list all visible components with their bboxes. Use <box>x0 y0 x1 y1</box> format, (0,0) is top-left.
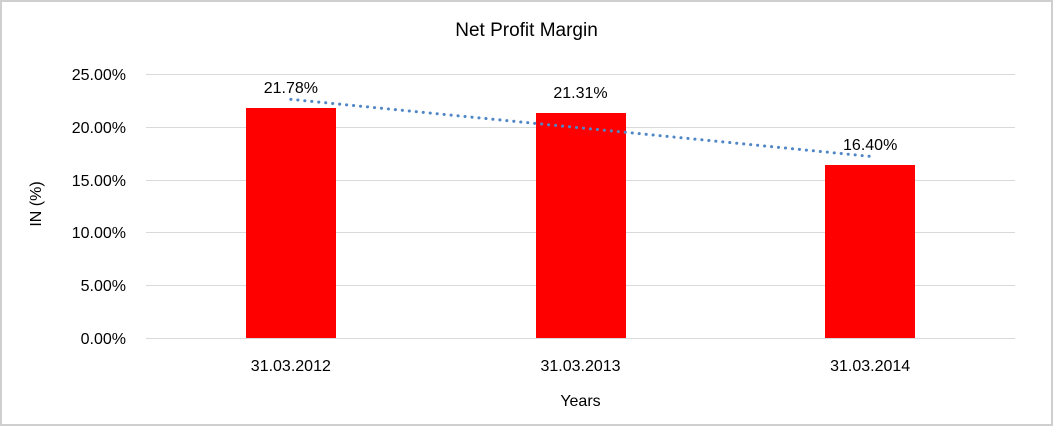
y-tick-label: 0.00% <box>80 331 126 348</box>
y-axis-title: IN (%) <box>28 181 45 227</box>
y-tick-label: 5.00% <box>80 278 126 296</box>
y-tick-label: 25.00% <box>71 67 126 84</box>
x-tick-label: 31.03.2012 <box>250 358 331 375</box>
bar-value-label: 21.78% <box>263 80 318 97</box>
y-tick-label: 10.00% <box>71 225 126 243</box>
chart-title: Net Profit Margin <box>455 20 598 41</box>
bar <box>245 108 336 338</box>
bar <box>535 112 626 338</box>
x-tick-label: 31.03.2013 <box>540 358 621 375</box>
gridline <box>146 338 1015 339</box>
y-tick-label: 15.00% <box>71 172 126 190</box>
trendline <box>289 97 872 158</box>
bar <box>825 164 916 338</box>
bar-value-label: 21.31% <box>553 84 608 102</box>
x-axis-title: Years <box>560 393 601 410</box>
x-tick-label: 31.03.2014 <box>830 358 911 375</box>
gridline <box>146 74 1015 75</box>
bar-value-label: 16.40% <box>843 136 898 154</box>
plot-area: 21.78% 21.31% 16.40% <box>146 74 1015 339</box>
y-tick-label: 20.00% <box>71 119 126 137</box>
